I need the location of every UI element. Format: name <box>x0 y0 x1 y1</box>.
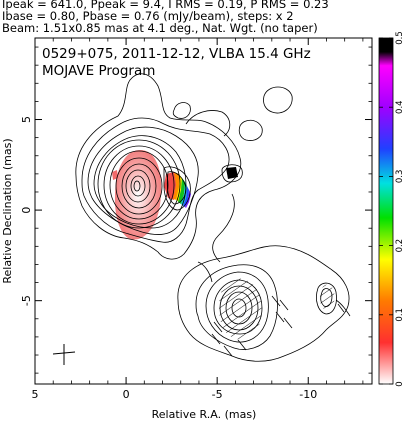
beam-marker <box>52 344 76 365</box>
contour-north-2 <box>81 117 230 243</box>
y-tick-label-0: 5 <box>20 116 33 123</box>
contour-knot-a <box>163 166 191 211</box>
southern-contour-3 <box>205 271 269 343</box>
plot-frame <box>34 37 373 385</box>
y-axis-label: Relative Declination (mas) <box>1 138 14 283</box>
contour-core-6 <box>103 145 175 225</box>
outer-contour-north <box>75 73 242 260</box>
compact-knot-contour <box>221 164 243 183</box>
contour-core-11 <box>130 175 146 197</box>
y-tick-label-1: 0 <box>20 207 33 214</box>
chart-title: 0529+075, 2011-12-12, VLBA 15.4 GHz <box>42 46 311 62</box>
colorbar-label-4: 0.4 <box>395 100 405 114</box>
vector-s4 <box>283 317 293 329</box>
polarization-vectors <box>211 278 345 357</box>
contour-north-3 <box>87 126 199 235</box>
vector-s3 <box>275 311 285 323</box>
small-red-patch <box>112 170 118 180</box>
vector-s2 <box>279 299 289 311</box>
southern-contour-2 <box>195 264 278 350</box>
contour-core-12 <box>133 180 141 192</box>
colorbar-label-1: 0.1 <box>395 308 405 322</box>
southwest-hatch-region <box>319 284 335 310</box>
small-north-loop <box>172 102 191 119</box>
knot-pol-patch-green <box>178 178 185 204</box>
colorbar-label-3: 0.3 <box>395 170 405 184</box>
vector-s5 <box>213 321 223 333</box>
colorbar: 0 0.1 0.2 0.3 0.4 0.5 <box>378 31 405 387</box>
compact-knot-black-patch <box>226 167 238 179</box>
north-loop-far <box>263 86 293 114</box>
vector-s1 <box>271 295 281 307</box>
colorbar-ticks: 0 0.1 0.2 0.3 0.4 0.5 <box>379 31 405 387</box>
southwest-knot-contour <box>316 282 337 315</box>
x-axis-ticks: 5 0 -5 -10 <box>32 38 364 401</box>
southern-hatch-region <box>219 278 262 340</box>
colorbar-label-5: 0.5 <box>395 31 405 45</box>
colorbar-label-2: 0.2 <box>395 239 405 253</box>
contour-core-8 <box>115 157 163 215</box>
header-line-1: Ipeak = 641.0, Ppeak = 9.4, I RMS = 0.19… <box>2 0 329 11</box>
header-line-3: Beam: 1.51x0.85 mas at 4.1 deg., Nat. Wg… <box>2 21 318 35</box>
vector-s9 <box>337 303 345 313</box>
vector-s8 <box>223 345 233 357</box>
header-line-2: Ibase = 0.80, Pbase = 0.76 (mJy/beam), s… <box>2 9 294 23</box>
southwest-tail <box>335 299 351 317</box>
bridge-contour-2 <box>197 261 213 283</box>
colorbar-gradient <box>378 37 394 385</box>
southern-outer-contour <box>177 245 350 362</box>
northwest-filament <box>185 110 231 137</box>
contour-core-4 <box>93 135 187 229</box>
contour-core-5 <box>97 139 181 229</box>
knot-pol-patch-blue <box>183 186 189 207</box>
x-axis-label: Relative R.A. (mas) <box>152 408 257 421</box>
y-axis-ticks: 5 0 -5 <box>20 46 372 374</box>
vector-s7 <box>237 339 247 351</box>
contour-core-9 <box>121 163 157 209</box>
x-tick-label-1: 0 <box>123 388 130 401</box>
north-blob-right <box>238 119 263 141</box>
x-tick-label-3: -10 <box>299 388 317 401</box>
contour-knot-b <box>166 171 187 205</box>
contour-core-10 <box>125 169 151 203</box>
vector-s6 <box>211 333 221 345</box>
bridge-contour <box>212 193 235 263</box>
colorbar-label-0: 0 <box>395 381 405 386</box>
contour-core-7 <box>109 150 169 220</box>
x-tick-label-2: -5 <box>212 388 223 401</box>
chart-subtitle: MOJAVE Program <box>42 63 155 79</box>
x-tick-label-0: 5 <box>32 388 39 401</box>
y-tick-label-2: -5 <box>20 295 33 306</box>
